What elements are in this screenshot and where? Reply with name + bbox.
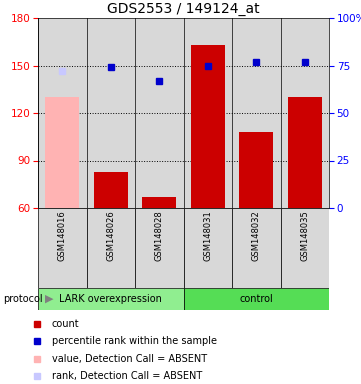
Text: GSM148032: GSM148032 [252,210,261,261]
Text: LARK overexpression: LARK overexpression [59,294,162,304]
Bar [239,132,273,208]
Text: GSM148035: GSM148035 [300,210,309,261]
Text: ▶: ▶ [44,294,53,304]
Bar [232,208,280,288]
Text: protocol: protocol [4,294,43,304]
Title: GDS2553 / 149124_at: GDS2553 / 149124_at [107,2,260,16]
Bar [94,172,128,208]
Bar [38,288,183,310]
Bar [38,208,87,288]
Bar [183,208,232,288]
Text: GSM148016: GSM148016 [58,210,67,261]
Bar [191,45,225,208]
Bar [280,18,329,208]
Text: GSM148026: GSM148026 [106,210,115,261]
Bar [38,18,87,208]
Bar [288,97,322,208]
Bar [183,288,329,310]
Text: GSM148028: GSM148028 [155,210,164,261]
Bar [87,18,135,208]
Bar [280,208,329,288]
Bar [45,97,79,208]
Text: control: control [239,294,273,304]
Bar [232,18,280,208]
Bar [135,208,183,288]
Text: GSM148031: GSM148031 [203,210,212,261]
Bar [135,18,183,208]
Text: count: count [52,319,79,329]
Bar [183,18,232,208]
Text: percentile rank within the sample: percentile rank within the sample [52,336,217,346]
Bar [87,208,135,288]
Bar [142,197,176,208]
Text: value, Detection Call = ABSENT: value, Detection Call = ABSENT [52,354,207,364]
Text: rank, Detection Call = ABSENT: rank, Detection Call = ABSENT [52,371,202,381]
